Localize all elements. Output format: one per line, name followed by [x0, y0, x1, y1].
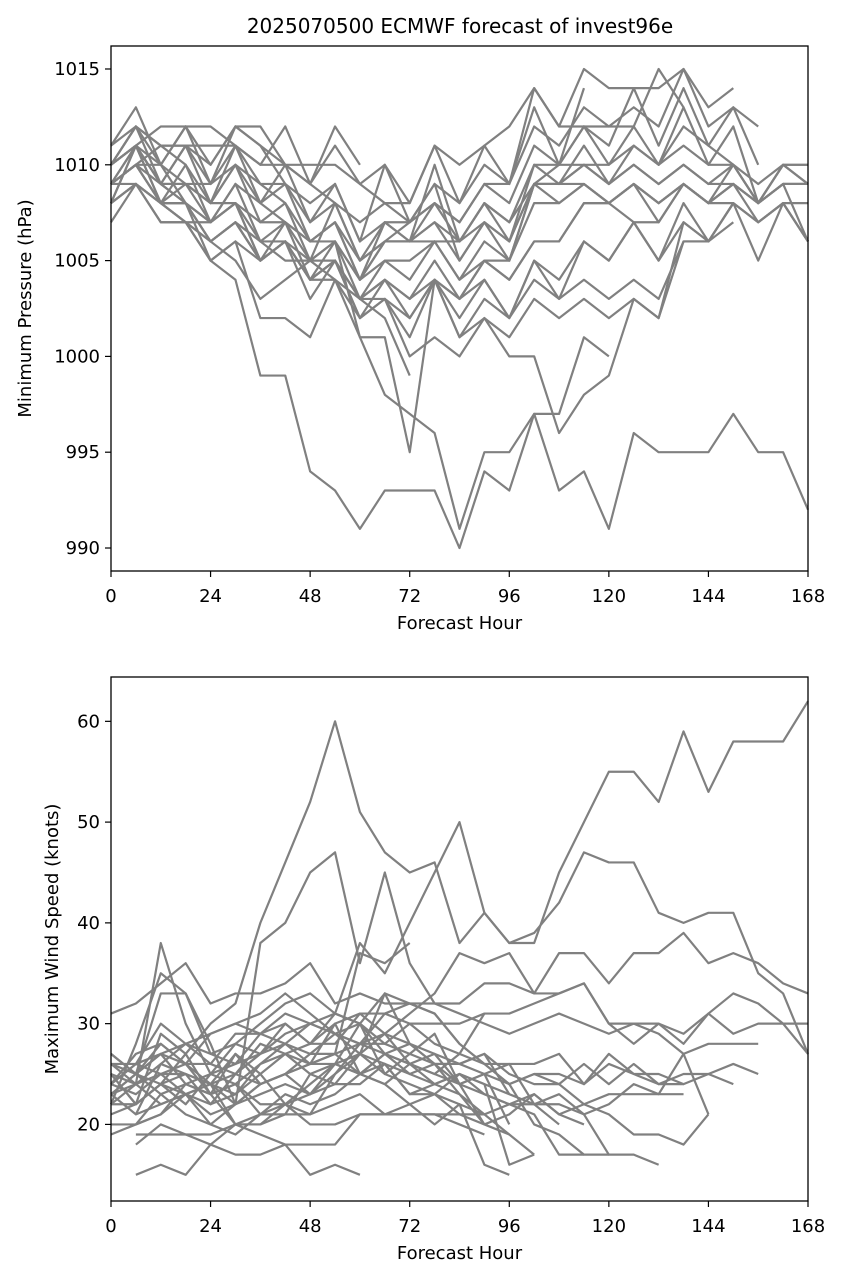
pressure-panel: 2025070500 ECMWF forecast of invest96e 0…	[15, 14, 825, 634]
wind-series-group	[109, 700, 810, 1176]
pressure-x-tick-label: 144	[691, 586, 725, 607]
pressure-y-ticks: 990 995 1000 1005 1010 1015	[54, 59, 111, 559]
wind-y-tick-label: 60	[77, 711, 100, 732]
wind-series-line-29	[135, 1022, 486, 1126]
pressure-y-tick-label: 1015	[54, 59, 100, 80]
pressure-y-axis-label: Minimum Pressure (hPa)	[15, 199, 36, 417]
pressure-series-line-17	[111, 182, 809, 320]
wind-panel: 0 24 48 72 96 120 144 168 20 30 40 50 60 Forecast H…	[42, 676, 825, 1264]
wind-series-line-18	[110, 1072, 535, 1156]
pressure-y-tick-label: 1005	[54, 251, 100, 272]
wind-x-tick-label: 144	[691, 1216, 725, 1237]
wind-x-tick-label: 168	[791, 1216, 825, 1237]
wind-plot-frame	[110, 676, 809, 1202]
wind-series-line-27	[135, 1123, 361, 1176]
wind-series-line-24	[135, 1012, 486, 1126]
wind-x-tick-label: 96	[498, 1216, 521, 1237]
pressure-x-tick-label: 120	[592, 586, 626, 607]
pressure-series-line-4	[110, 67, 685, 243]
pressure-x-tick-label: 96	[498, 586, 521, 607]
wind-x-tick-label: 0	[105, 1216, 116, 1237]
wind-series-line-1	[110, 700, 809, 1106]
wind-y-tick-label: 40	[77, 913, 100, 934]
wind-y-ticks: 20 30 40 50 60	[77, 711, 111, 1135]
wind-series-line-26	[135, 1113, 485, 1156]
pressure-y-tick-label: 995	[66, 442, 100, 463]
wind-y-tick-label: 20	[77, 1114, 100, 1135]
pressure-x-ticks: 0 24 48 72 96 120 144 168	[105, 571, 825, 607]
pressure-series-line-14	[110, 144, 808, 301]
pressure-x-tick-label: 24	[199, 586, 222, 607]
wind-series-line-6	[110, 962, 759, 1055]
pressure-x-axis-label: Forecast Hour	[397, 613, 523, 634]
wind-x-tick-label: 24	[199, 1216, 222, 1237]
wind-series-line-2	[110, 821, 810, 1085]
wind-series-line-7	[109, 972, 759, 1105]
pressure-plot-frame	[110, 45, 809, 572]
pressure-y-tick-label: 1010	[54, 155, 100, 176]
wind-x-tick-label: 120	[592, 1216, 626, 1237]
wind-series-line-3	[110, 931, 809, 1076]
wind-x-axis-label: Forecast Hour	[397, 1243, 523, 1264]
pressure-series-line-22	[110, 163, 810, 550]
wind-x-ticks: 0 24 48 72 96 120 144 168	[105, 1201, 825, 1237]
pressure-series-line-7	[110, 106, 808, 243]
pressure-x-tick-label: 48	[299, 586, 322, 607]
pressure-series-line-24	[110, 144, 411, 376]
pressure-x-tick-label: 72	[398, 586, 421, 607]
chart-title: 2025070500 ECMWF forecast of invest96e	[247, 14, 673, 38]
wind-y-axis-label: Maximum Wind Speed (knots)	[42, 804, 63, 1075]
wind-series-line-21	[110, 992, 511, 1106]
pressure-y-tick-label: 1000	[54, 346, 100, 367]
wind-series-line-28	[134, 942, 411, 1115]
wind-x-tick-label: 48	[299, 1216, 322, 1237]
wind-y-tick-label: 30	[77, 1014, 100, 1035]
pressure-x-tick-label: 168	[791, 586, 825, 607]
wind-x-tick-label: 72	[398, 1216, 421, 1237]
pressure-y-tick-label: 990	[66, 538, 100, 559]
pressure-x-tick-label: 0	[105, 586, 116, 607]
pressure-series-group	[109, 67, 810, 550]
wind-y-tick-label: 50	[77, 812, 100, 833]
pressure-series-line-3	[110, 87, 586, 205]
